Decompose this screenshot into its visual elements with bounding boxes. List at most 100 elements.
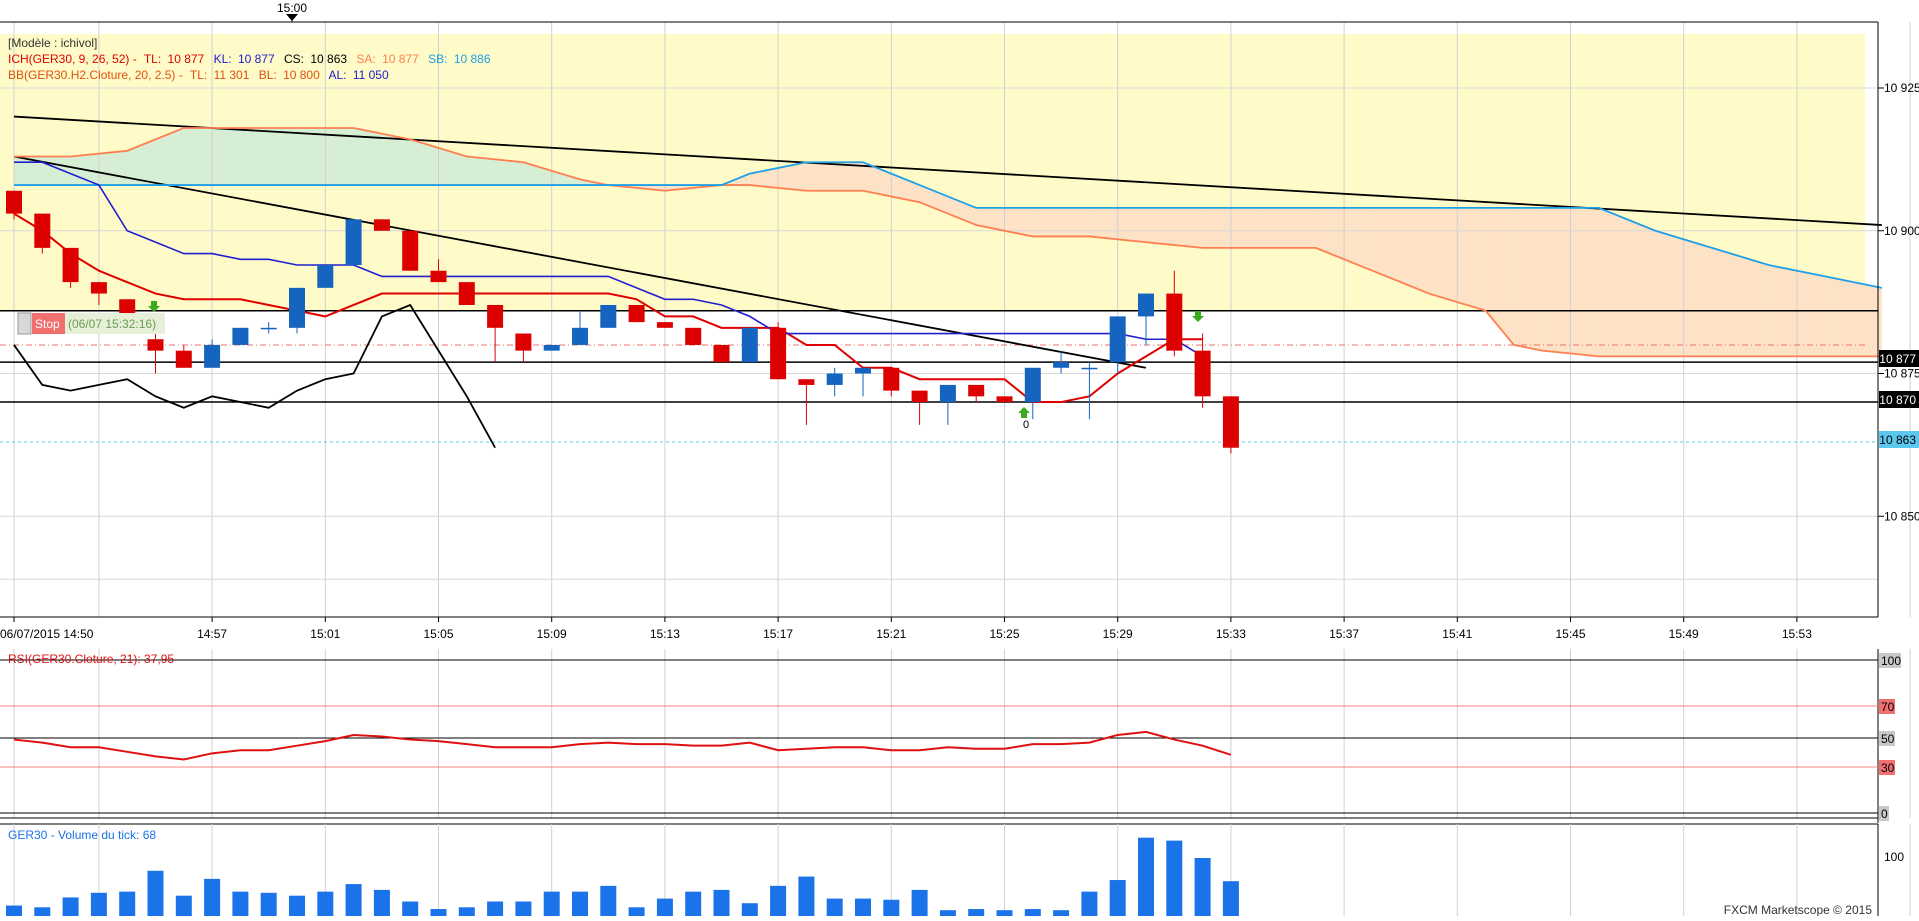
candle[interactable]: [175, 344, 192, 368]
candle[interactable]: [6, 190, 22, 220]
y-tick-label: 10 875: [1884, 367, 1919, 381]
candle[interactable]: [713, 344, 730, 363]
candle[interactable]: [600, 304, 617, 328]
trend-lines: [13, 115, 1882, 369]
top-time-marker: 15:00: [277, 1, 307, 15]
x-tick-label: 15:01: [310, 627, 340, 641]
volume-bar: [402, 901, 419, 916]
candle-body: [911, 390, 928, 403]
candle[interactable]: [1138, 293, 1154, 345]
volume-bar: [373, 889, 390, 916]
candle-body: [1053, 362, 1070, 368]
candle[interactable]: [62, 247, 79, 288]
candle-body: [1194, 350, 1211, 397]
candle[interactable]: [487, 304, 504, 363]
volume-bar: [1024, 909, 1041, 916]
rsi-panel: RSI(GER30.Cloture, 21): 37,95 100 70 50 …: [0, 649, 1911, 823]
bb-bl-value: 10 800: [283, 68, 320, 82]
price-tags: 10 877 10 870 10 863: [1879, 350, 1919, 448]
candle-body: [260, 327, 277, 330]
candle-body: [628, 304, 645, 323]
senkou-span-a: [14, 127, 1882, 358]
candle[interactable]: [204, 339, 221, 368]
volume-bar: [458, 907, 475, 916]
candle-body: [458, 282, 475, 305]
candle[interactable]: [232, 327, 249, 345]
candle[interactable]: [289, 287, 305, 334]
rsi-tag-bg: [1879, 806, 1889, 821]
candle[interactable]: [1166, 270, 1183, 357]
bb-tl-value: 11 301: [214, 68, 250, 82]
signal-label: 0: [1023, 419, 1029, 431]
ich-tl-label: TL:: [144, 52, 161, 66]
candle[interactable]: [741, 327, 758, 363]
volume-bar: [798, 876, 815, 916]
x-tick-label: 15:37: [1329, 627, 1359, 641]
candle-body: [1166, 293, 1183, 351]
volume-bar: [911, 889, 928, 916]
candle[interactable]: [90, 282, 107, 305]
volume-bar: [317, 891, 334, 916]
y-tick-label: 10 925: [1884, 81, 1919, 95]
volume-bar: [939, 910, 956, 916]
x-tick-label: 15:41: [1442, 627, 1472, 641]
candle[interactable]: [34, 213, 51, 254]
candle[interactable]: [968, 384, 985, 403]
candle[interactable]: [939, 384, 956, 425]
candle[interactable]: [1109, 316, 1126, 374]
ich-sb-value: 10 886: [454, 52, 491, 66]
candle[interactable]: [515, 333, 532, 363]
volume-bar: [770, 885, 787, 916]
stop-order-time: (06/07 15:32:16): [68, 317, 156, 331]
stop-order-badge[interactable]: [32, 313, 65, 334]
candle[interactable]: [656, 322, 673, 328]
x-tick-label: 15:33: [1216, 627, 1246, 641]
candle[interactable]: [1024, 367, 1041, 420]
candle-body: [996, 396, 1013, 403]
candle[interactable]: [458, 282, 475, 305]
candle-body: [373, 219, 390, 231]
candle[interactable]: [1081, 362, 1098, 420]
candle[interactable]: [1194, 333, 1211, 408]
candle[interactable]: [770, 322, 787, 380]
senkou-span-b: [14, 161, 1882, 289]
candle-body: [515, 333, 532, 351]
chikou-span: [13, 303, 496, 449]
bb-al-value: 11 050: [353, 68, 389, 82]
stop-order[interactable]: Stop (06/07 15:32:16): [17, 312, 165, 335]
candle[interactable]: [798, 379, 815, 425]
candle[interactable]: [826, 367, 843, 397]
stop-order-grip[interactable]: [17, 312, 32, 335]
candle[interactable]: [260, 322, 277, 334]
rsi-tick-30: 30: [1881, 761, 1895, 775]
candle[interactable]: [628, 304, 645, 323]
candle-body: [883, 367, 900, 391]
volume-bar: [232, 891, 249, 916]
candle[interactable]: [543, 344, 560, 351]
rsi-tag-bg: [1879, 699, 1895, 714]
cloud-segment: [466, 156, 524, 186]
x-tick-label: 15:05: [423, 627, 453, 641]
candle[interactable]: [430, 259, 447, 283]
candle[interactable]: [317, 265, 334, 288]
candle[interactable]: [1222, 396, 1239, 454]
candle[interactable]: [345, 219, 362, 266]
candle-body: [204, 344, 221, 368]
candle[interactable]: [996, 396, 1013, 403]
main-y-axis: 10 925 10 900 10 875 10 850: [1878, 81, 1919, 523]
candle[interactable]: [883, 367, 900, 397]
stop-order-time-bg: [65, 313, 165, 334]
candle-body: [713, 344, 730, 363]
candle-body: [232, 327, 249, 345]
candle[interactable]: [1053, 350, 1070, 374]
candle[interactable]: [855, 367, 871, 397]
candle[interactable]: [911, 390, 928, 425]
candlestick-series[interactable]: [6, 190, 1239, 454]
candle[interactable]: [402, 230, 419, 271]
candle[interactable]: [572, 310, 588, 345]
candle[interactable]: [373, 219, 390, 231]
candle[interactable]: [685, 327, 702, 345]
stop-order-label[interactable]: Stop: [35, 317, 60, 331]
